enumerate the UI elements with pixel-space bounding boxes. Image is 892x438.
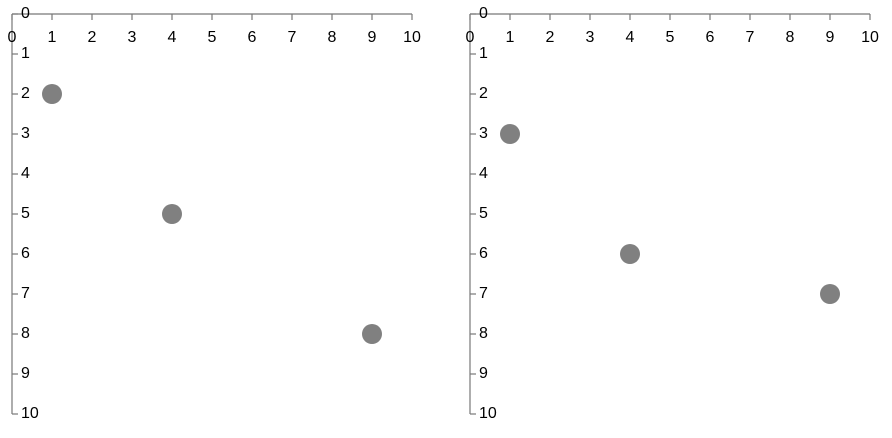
x-tick-label: 7	[288, 29, 297, 46]
x-tick-label: 9	[368, 29, 377, 46]
y-tick-label: 7	[479, 285, 488, 302]
y-tick-label: 3	[21, 125, 30, 142]
x-tick-label: 8	[328, 29, 337, 46]
y-tick-label: 5	[21, 205, 30, 222]
y-tick-label: 0	[21, 5, 30, 22]
point	[362, 324, 382, 344]
point	[42, 84, 62, 104]
y-tick-label: 6	[479, 245, 488, 262]
y-tick-label: 8	[479, 325, 488, 342]
x-tick-label: 0	[466, 29, 475, 46]
x-tick-label: 6	[248, 29, 257, 46]
x-tick-label: 8	[786, 29, 795, 46]
point	[620, 244, 640, 264]
y-tick-label: 1	[21, 45, 30, 62]
y-tick-label: 10	[479, 405, 497, 422]
x-tick-label: 7	[746, 29, 755, 46]
point	[500, 124, 520, 144]
x-tick-label: 3	[128, 29, 137, 46]
y-tick-label: 4	[479, 165, 488, 182]
x-tick-label: 9	[826, 29, 835, 46]
x-tick-label: 5	[666, 29, 675, 46]
y-tick-label: 4	[21, 165, 30, 182]
y-tick-label: 10	[21, 405, 39, 422]
y-tick-label: 5	[479, 205, 488, 222]
y-tick-label: 6	[21, 245, 30, 262]
y-tick-label: 0	[479, 5, 488, 22]
x-tick-label: 1	[506, 29, 515, 46]
x-tick-label: 0	[8, 29, 17, 46]
x-tick-label: 2	[546, 29, 555, 46]
x-tick-label: 4	[626, 29, 635, 46]
x-tick-label: 5	[208, 29, 217, 46]
x-tick-label: 10	[403, 29, 421, 46]
y-tick-label: 2	[21, 85, 30, 102]
y-tick-label: 7	[21, 285, 30, 302]
y-tick-label: 3	[479, 125, 488, 142]
x-tick-label: 10	[861, 29, 879, 46]
x-tick-label: 3	[586, 29, 595, 46]
point	[162, 204, 182, 224]
y-tick-label: 8	[21, 325, 30, 342]
point	[820, 284, 840, 304]
x-tick-label: 1	[48, 29, 57, 46]
y-tick-label: 2	[479, 85, 488, 102]
y-tick-label: 9	[479, 365, 488, 382]
y-tick-label: 1	[479, 45, 488, 62]
x-tick-label: 2	[88, 29, 97, 46]
y-tick-label: 9	[21, 365, 30, 382]
x-tick-label: 4	[168, 29, 177, 46]
x-tick-label: 6	[706, 29, 715, 46]
